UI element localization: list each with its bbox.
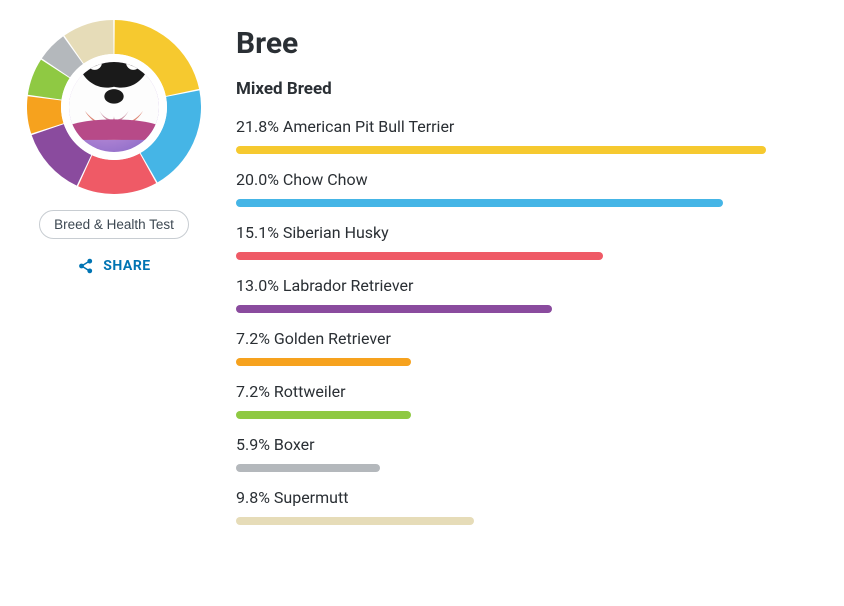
breed-label: 7.2% Rottweiler	[236, 382, 820, 401]
breed-label: 21.8% American Pit Bull Terrier	[236, 117, 820, 136]
breed-row: 7.2% Golden Retriever	[236, 329, 820, 366]
breed-label: 5.9% Boxer	[236, 435, 820, 454]
pet-avatar	[69, 62, 159, 152]
breed-bar-fill	[236, 199, 723, 207]
breed-bar-fill	[236, 252, 603, 260]
right-column: Bree Mixed Breed 21.8% American Pit Bull…	[236, 20, 820, 586]
breed-label: 20.0% Chow Chow	[236, 170, 820, 189]
breed-bar-fill	[236, 411, 411, 419]
breed-bar-fill	[236, 146, 766, 154]
share-icon	[77, 257, 95, 275]
breed-bar-fill	[236, 305, 552, 313]
breed-row: 13.0% Labrador Retriever	[236, 276, 820, 313]
breed-row: 15.1% Siberian Husky	[236, 223, 820, 260]
breed-bar-track	[236, 464, 820, 472]
breed-bar-track	[236, 146, 820, 154]
avatar-hole	[61, 54, 167, 160]
breed-label: 9.8% Supermutt	[236, 488, 820, 507]
breed-row: 21.8% American Pit Bull Terrier	[236, 117, 820, 154]
left-column: Breed & Health Test SHARE	[24, 20, 204, 586]
breed-row: 20.0% Chow Chow	[236, 170, 820, 207]
breed-row: 5.9% Boxer	[236, 435, 820, 472]
breed-bar-track	[236, 199, 820, 207]
breed-bar-fill	[236, 517, 474, 525]
share-label: SHARE	[103, 258, 150, 274]
breed-row: 7.2% Rottweiler	[236, 382, 820, 419]
breed-subtitle: Mixed Breed	[236, 79, 820, 99]
breed-bar-track	[236, 252, 820, 260]
breed-health-test-button[interactable]: Breed & Health Test	[39, 210, 189, 239]
breed-bar-track	[236, 305, 820, 313]
breed-bar-fill	[236, 358, 411, 366]
breed-bar-track	[236, 517, 820, 525]
breed-bar-track	[236, 358, 820, 366]
breed-row: 9.8% Supermutt	[236, 488, 820, 525]
pet-name: Bree	[236, 26, 820, 61]
breed-bar-fill	[236, 464, 380, 472]
breed-label: 7.2% Golden Retriever	[236, 329, 820, 348]
breed-donut-chart	[27, 20, 201, 194]
share-button[interactable]: SHARE	[77, 257, 150, 275]
breed-bar-track	[236, 411, 820, 419]
breed-list: 21.8% American Pit Bull Terrier 20.0% Cho…	[236, 117, 820, 525]
dog-illustration	[69, 62, 159, 152]
breed-label: 13.0% Labrador Retriever	[236, 276, 820, 295]
breed-label: 15.1% Siberian Husky	[236, 223, 820, 242]
